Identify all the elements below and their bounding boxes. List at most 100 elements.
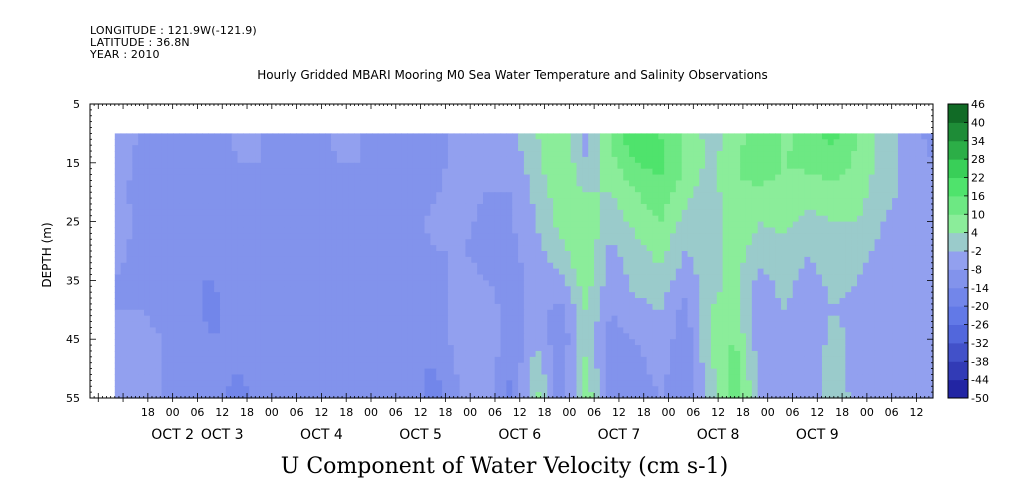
heat-cell xyxy=(722,309,730,317)
heat-cell xyxy=(921,274,928,281)
heat-cell xyxy=(120,203,128,211)
heat-cell xyxy=(576,321,583,329)
heat-cell xyxy=(558,168,566,176)
heat-cell xyxy=(786,333,794,340)
heat-cell xyxy=(500,209,507,217)
heat-cell xyxy=(670,227,677,234)
heat-cell xyxy=(459,239,467,246)
heat-cell xyxy=(360,151,367,158)
heat-cell xyxy=(179,239,186,246)
heat-cell xyxy=(716,145,724,152)
heat-cell xyxy=(126,145,133,152)
heat-cell xyxy=(190,139,198,146)
heat-cell xyxy=(149,198,157,205)
heat-cell xyxy=(646,156,654,164)
heat-cell xyxy=(687,151,694,158)
heat-cell xyxy=(699,151,706,158)
heat-cell xyxy=(670,239,677,246)
heat-cell xyxy=(827,162,835,170)
heat-cell xyxy=(272,145,280,152)
heat-cell xyxy=(453,256,461,264)
heat-cell xyxy=(179,298,186,305)
heat-cell xyxy=(605,180,613,187)
heat-cell xyxy=(272,303,280,311)
heat-cell xyxy=(260,274,268,281)
heat-cell xyxy=(675,198,683,205)
heat-cell xyxy=(582,221,589,229)
heat-cell xyxy=(535,321,543,329)
heat-cell xyxy=(640,139,648,146)
heat-cell xyxy=(348,156,356,164)
heat-cell xyxy=(465,251,472,258)
heat-cell xyxy=(634,180,642,187)
heat-cell xyxy=(570,156,578,164)
heat-cell xyxy=(862,239,870,246)
heat-cell xyxy=(705,151,712,158)
heat-cell xyxy=(617,321,624,329)
heat-cell xyxy=(477,321,484,329)
heat-cell xyxy=(851,151,858,158)
heat-cell xyxy=(371,327,379,334)
heat-cell xyxy=(857,268,864,276)
heat-cell xyxy=(833,145,841,152)
heat-cell xyxy=(880,333,887,340)
heat-cell xyxy=(383,239,391,246)
heat-cell xyxy=(652,209,659,217)
heat-cell xyxy=(903,209,911,217)
heat-cell xyxy=(658,309,665,317)
heat-cell xyxy=(652,151,659,158)
heat-cell xyxy=(786,268,794,276)
heat-cell xyxy=(892,156,899,164)
heat-cell xyxy=(716,309,724,317)
heat-cell xyxy=(617,151,624,158)
heat-cell xyxy=(862,286,870,293)
heat-cell xyxy=(219,286,227,293)
heat-cell xyxy=(833,192,841,199)
heat-cell xyxy=(418,227,426,234)
heat-cell xyxy=(915,309,922,317)
heat-cell xyxy=(430,215,437,223)
heat-cell xyxy=(155,251,163,258)
heat-cell xyxy=(670,192,677,199)
heat-cell xyxy=(272,133,280,140)
heat-cell xyxy=(845,315,852,323)
heat-cell xyxy=(693,280,700,287)
heat-cell xyxy=(640,209,648,217)
heat-cell xyxy=(173,215,180,223)
heat-cell xyxy=(412,145,420,152)
heat-cell xyxy=(769,274,776,281)
heat-cell xyxy=(471,256,478,264)
heat-cell xyxy=(740,145,747,152)
heat-cell xyxy=(716,233,724,240)
heat-cell xyxy=(675,268,683,276)
heat-cell xyxy=(313,215,320,223)
heat-cell xyxy=(909,327,917,334)
heat-cell xyxy=(775,145,782,152)
heat-cell xyxy=(260,239,268,246)
heat-cell xyxy=(126,245,133,252)
heat-cell xyxy=(132,192,139,199)
heat-cell xyxy=(640,245,648,252)
heat-cell xyxy=(699,333,706,340)
heat-cell xyxy=(295,203,303,211)
heat-cell xyxy=(921,156,928,164)
heat-cell xyxy=(319,168,326,176)
heat-cell xyxy=(763,256,770,264)
heat-cell xyxy=(518,233,525,240)
heat-cell xyxy=(144,145,151,152)
heat-cell xyxy=(243,333,250,340)
heat-cell xyxy=(190,245,198,252)
heat-cell xyxy=(857,286,864,293)
heat-cell xyxy=(260,339,268,346)
heat-cell xyxy=(459,180,467,187)
heat-cell xyxy=(553,180,560,187)
heat-cell xyxy=(243,186,250,193)
heat-cell xyxy=(290,139,297,146)
heat-cell xyxy=(290,133,297,140)
heat-cell xyxy=(249,133,256,140)
heat-cell xyxy=(348,245,356,252)
heat-cell xyxy=(290,315,297,323)
heat-cell xyxy=(599,315,607,323)
heat-cell xyxy=(640,309,648,317)
heat-cell xyxy=(231,203,239,211)
